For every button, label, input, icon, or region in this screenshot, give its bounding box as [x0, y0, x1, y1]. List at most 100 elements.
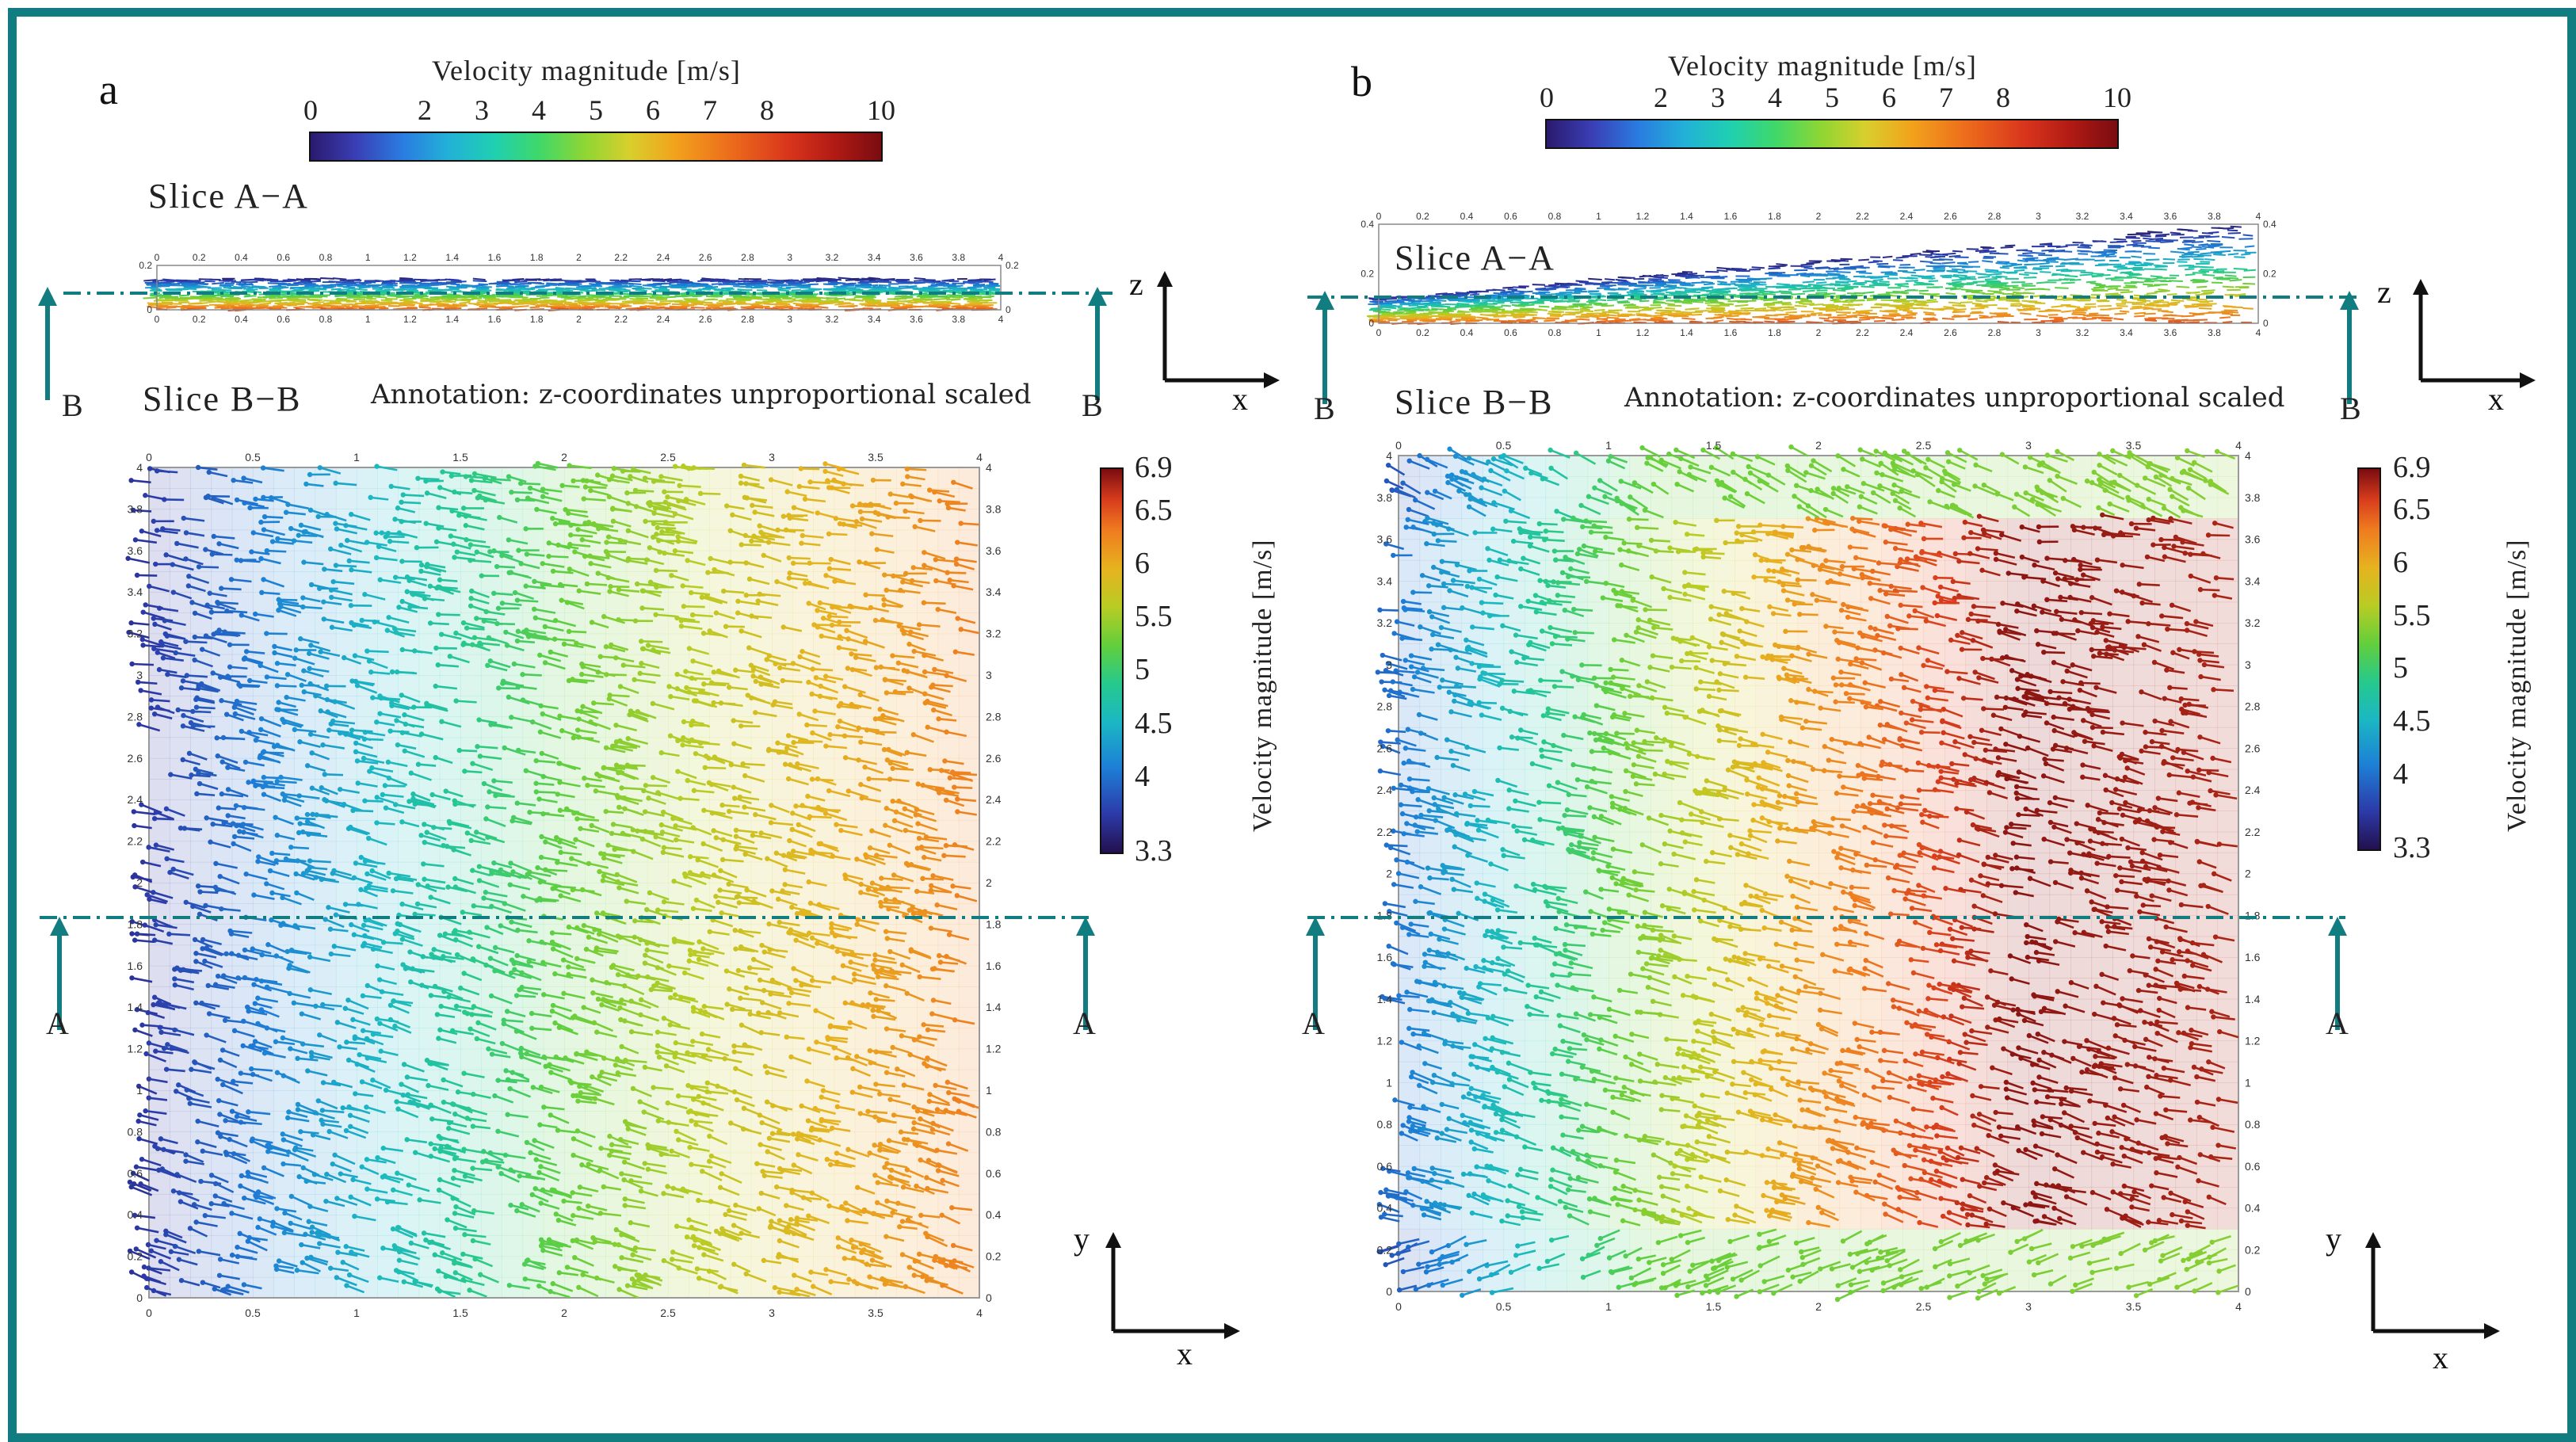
field-cell: [626, 1194, 648, 1215]
slice-glyph: [563, 280, 577, 282]
velocity-glyph-head: [950, 883, 956, 889]
slice-glyph: [372, 288, 384, 291]
colorbar-tick-label: 7: [703, 94, 717, 126]
velocity-glyph-head: [658, 750, 664, 756]
velocity-glyph-head: [946, 1089, 952, 1096]
field-cell: [231, 1256, 254, 1278]
slice-glyph: [293, 281, 307, 284]
slice-glyph: [581, 287, 597, 290]
field-cell: [668, 1028, 689, 1050]
slice-glyph: [640, 295, 654, 298]
field-cell: [273, 612, 295, 635]
field-cell: [792, 612, 814, 635]
slice-glyph: [580, 280, 594, 283]
field-cell: [170, 820, 191, 842]
slice-glyph: [967, 286, 983, 289]
velocity-glyph-head: [869, 828, 875, 834]
velocity-glyph-head: [274, 683, 280, 689]
slice-glyph: [472, 280, 487, 283]
slice-glyph: [972, 283, 986, 287]
slice-x-tick-label: 0.2: [193, 252, 206, 263]
field-cell: [481, 965, 502, 987]
slice-glyph: [590, 303, 605, 306]
slice-glyph: [647, 283, 658, 286]
slice-glyph: [311, 303, 326, 307]
slice-glyph: [455, 304, 468, 308]
velocity-glyph-head: [377, 1275, 383, 1280]
velocity-glyph-head: [502, 745, 507, 751]
velocity-glyph: [185, 640, 208, 644]
velocity-glyph-head: [174, 540, 180, 547]
slice-glyph: [290, 303, 305, 306]
velocity-glyph-head: [377, 693, 383, 699]
velocity-glyph-head: [364, 648, 370, 654]
velocity-glyph-head: [505, 1112, 510, 1117]
slice-glyph: [618, 280, 631, 283]
velocity-glyph: [361, 619, 380, 623]
velocity-glyph-head: [429, 1116, 435, 1122]
velocity-glyph-head: [304, 811, 311, 818]
velocity-glyph: [887, 886, 910, 890]
velocity-glyph-head: [358, 887, 364, 893]
velocity-glyph-head: [181, 515, 186, 521]
slice-glyph: [868, 288, 883, 291]
slice-glyph: [900, 296, 912, 299]
slice-glyph: [212, 281, 224, 285]
field-cell: [377, 592, 399, 613]
slice-glyph: [652, 278, 664, 281]
velocity-glyph-head: [468, 478, 475, 483]
slice-glyph: [476, 301, 488, 303]
slice-glyph: [284, 280, 296, 283]
slice-glyph: [219, 284, 234, 286]
velocity-glyph-head: [380, 1174, 386, 1180]
velocity-glyph-head: [777, 665, 783, 671]
velocity-glyph-head: [826, 1203, 832, 1209]
field-cell: [834, 757, 856, 780]
slice-glyph: [220, 307, 235, 310]
velocity-glyph-head: [787, 837, 792, 844]
field-cell: [398, 1194, 420, 1215]
field-cell: [750, 779, 773, 800]
slice-glyph: [659, 307, 674, 310]
velocity-glyph-head: [800, 648, 805, 654]
velocity-glyph-head: [368, 494, 373, 501]
velocity-glyph-head: [642, 809, 648, 814]
slice-glyph: [563, 307, 578, 310]
field-cell: [668, 757, 689, 780]
slice-glyph: [429, 303, 442, 307]
field-cell: [813, 965, 835, 987]
slice-glyph: [345, 306, 360, 309]
velocity-glyph: [367, 650, 389, 654]
velocity-glyph-head: [605, 574, 611, 581]
velocity-glyph-head: [424, 830, 429, 835]
velocity-glyph-head: [550, 946, 556, 952]
field-cell: [876, 924, 897, 946]
field-cell: [335, 986, 357, 1008]
field-cell: [502, 1111, 524, 1132]
velocity-glyph-head: [433, 645, 439, 651]
slice-glyph: [929, 288, 942, 291]
slice-glyph: [841, 294, 855, 296]
slice-glyph: [735, 299, 749, 303]
velocity-glyph-head: [229, 1252, 235, 1258]
velocity-glyph-head: [475, 1020, 481, 1026]
velocity-glyph-head: [231, 834, 238, 840]
velocity-glyph-head: [374, 464, 380, 469]
velocity-glyph-head: [284, 694, 289, 700]
slice-glyph: [188, 303, 203, 305]
slice-glyph: [512, 303, 525, 306]
slice-glyph: [692, 295, 703, 298]
velocity-glyph-head: [292, 727, 298, 733]
field-cell: [253, 592, 274, 613]
field-cell: [958, 1048, 980, 1070]
slice-x-tick-label: 3.8: [952, 252, 965, 263]
slice-x-tick-label: 2.8: [741, 252, 754, 263]
slice-glyph: [536, 303, 548, 307]
velocity-glyph: [933, 684, 953, 688]
field-cell: [772, 1048, 793, 1070]
velocity-glyph-head: [883, 587, 889, 593]
velocity-glyph-head: [576, 1284, 582, 1291]
field-cell: [813, 654, 835, 676]
slice-glyph: [557, 307, 569, 311]
field-cell: [772, 779, 793, 800]
